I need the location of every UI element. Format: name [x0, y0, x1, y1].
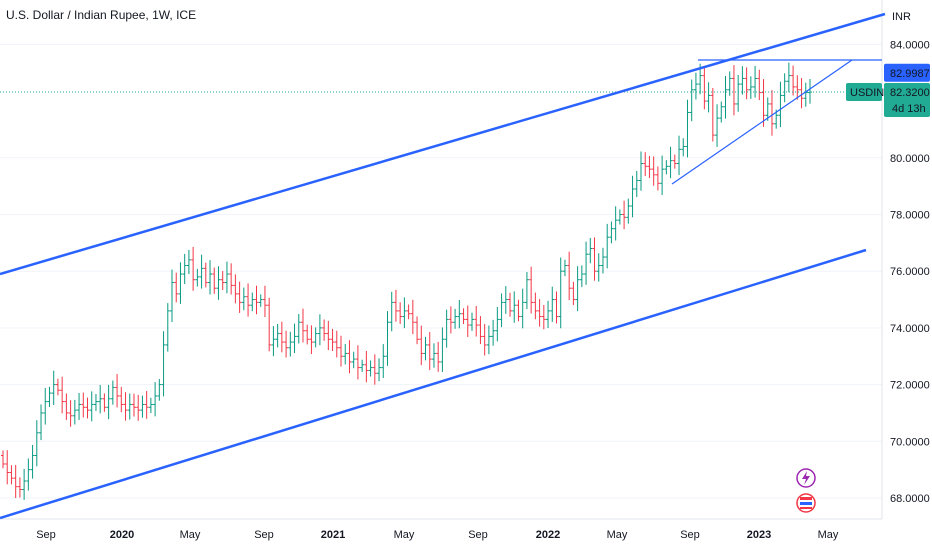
flag-stripe [800, 502, 812, 505]
x-tick-label: Sep [254, 529, 274, 541]
x-tick-label: May [607, 529, 628, 541]
currency-label: INR [892, 11, 911, 23]
flag-stripe [800, 507, 812, 509]
y-tick-label: 74.0000 [890, 323, 930, 335]
x-tick-label: Sep [36, 529, 56, 541]
x-tick-label: 2023 [747, 529, 771, 541]
y-tick-label: 76.0000 [890, 266, 930, 278]
price-level-badge [884, 63, 930, 82]
x-tick-label: May [180, 529, 201, 541]
symbol-label: USDINR [850, 87, 892, 99]
last-price-label: 82.3200 [890, 87, 930, 99]
x-tick-label: 2020 [110, 529, 134, 541]
lightning-bolt-icon [802, 471, 810, 485]
last-price-badge [884, 83, 930, 118]
x-tick-label: 2021 [321, 529, 345, 541]
y-tick-label: 70.0000 [890, 436, 930, 448]
price-level-label: 82.9987 [890, 68, 930, 80]
triangle-support-line [671, 59, 853, 185]
price-bars [1, 62, 812, 500]
symbol-badge [846, 83, 882, 102]
y-tick-label: 78.0000 [890, 210, 930, 222]
channel-lower-line [0, 248, 867, 520]
x-tick-label: May [394, 529, 415, 541]
y-tick-label: 80.0000 [890, 153, 930, 165]
x-tick-label: 2022 [536, 529, 560, 541]
y-tick-label: 68.0000 [890, 493, 930, 505]
countdown-label: 4d 13h [892, 103, 926, 115]
x-tick-label: May [818, 529, 839, 541]
x-tick-label: Sep [468, 529, 488, 541]
channel-upper-line [0, 12, 886, 276]
y-tick-label: 72.0000 [890, 380, 930, 392]
y-tick-label: 84.0000 [890, 39, 930, 51]
flag-stripe [800, 497, 812, 500]
x-tick-label: Sep [680, 529, 700, 541]
chart-title: U.S. Dollar / Indian Rupee, 1W, ICE [6, 8, 197, 22]
